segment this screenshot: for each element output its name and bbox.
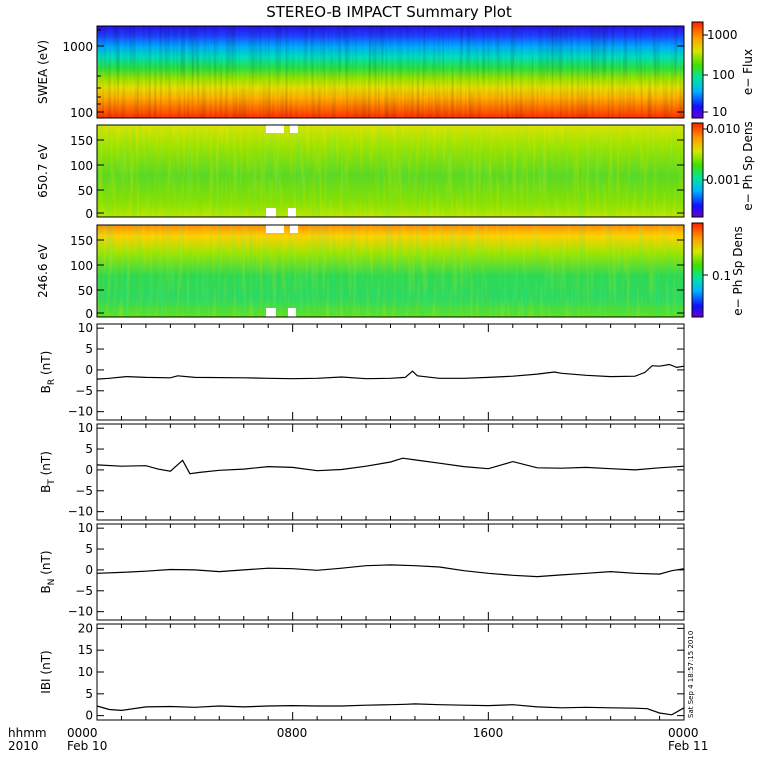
x-axis-corner-label: 2010 xyxy=(8,739,39,753)
data-gap xyxy=(266,225,284,233)
generation-stamp: Sat Sep 4 18:57:15 2010 xyxy=(687,631,695,718)
colorbar-650-tick: 0.010 xyxy=(706,122,740,136)
series-line xyxy=(96,457,685,475)
line-panel-frame xyxy=(96,523,685,621)
y-tick-label: 0 xyxy=(85,363,93,377)
spectrogram-246: 150 100 50 0 246.6 eV 0.1 e− Ph Sp Dens xyxy=(36,222,745,321)
y-tick-label: 10 xyxy=(78,665,93,679)
colorbar-swea-tick: 100 xyxy=(712,68,735,82)
colorbar-650-label: e− Ph Sp Dens xyxy=(741,121,755,210)
line-panel: 20 15 10 5 0 IBI (nT) xyxy=(39,621,685,723)
colorbar-swea-tick: 1000 xyxy=(707,28,738,42)
y-tick-label: 0 xyxy=(85,709,93,723)
spectrogram-650-ytick: 150 xyxy=(70,134,93,148)
data-gap xyxy=(290,125,298,133)
spectrogram-swea-frame xyxy=(96,25,685,119)
spectrogram-246-ytick: 0 xyxy=(85,307,93,321)
spectrogram-246-frame xyxy=(96,224,685,318)
line-panel: 10 5 0 −5 −10 BN (nT) xyxy=(39,521,685,621)
line-panel-frame xyxy=(96,623,685,721)
spectrogram-246-ytick: 150 xyxy=(70,234,93,248)
colorbar-swea xyxy=(691,21,704,119)
y-tick-label: 5 xyxy=(85,542,93,556)
x-tick-label: 0800 xyxy=(277,726,308,740)
spectrogram-650-ytick: 100 xyxy=(70,159,93,173)
spectrogram-swea-ylabel: SWEA (eV) xyxy=(36,40,50,104)
line-panel: 10 5 0 −5 −10 BR (nT) xyxy=(39,321,685,421)
y-tick-label: 0 xyxy=(85,463,93,477)
line-panel-ylabel: BT (nT) xyxy=(39,451,57,493)
data-gap xyxy=(288,308,296,317)
colorbar-swea-label: e− Flux xyxy=(741,49,755,95)
spectrogram-246-yticks xyxy=(97,239,684,314)
line-panel-ylabel: BR (nT) xyxy=(39,351,57,394)
x-tick-label: 0000 xyxy=(668,726,699,740)
spectrogram-swea: 1000 100 SWEA (eV) 1000 100 10 e− Flux xyxy=(36,21,755,120)
y-tick-label: 10 xyxy=(78,421,93,435)
spectrogram-swea-ytick: 100 xyxy=(70,106,93,120)
spectrogram-swea-texture xyxy=(97,26,684,118)
series-line xyxy=(96,703,685,716)
data-gap xyxy=(288,208,296,217)
y-tick-label: −10 xyxy=(68,605,93,619)
y-tick-label: −5 xyxy=(75,484,93,498)
x-tick-date: Feb 10 xyxy=(67,739,107,753)
y-tick-label: 10 xyxy=(78,321,93,335)
x-axis-corner-label: hhmm xyxy=(8,726,47,740)
y-tick-label: −5 xyxy=(75,584,93,598)
data-gap xyxy=(266,308,276,317)
y-tick-label: −10 xyxy=(68,405,93,419)
y-tick-label: 5 xyxy=(85,442,93,456)
line-panel-ylabel: IBI (nT) xyxy=(39,650,53,693)
x-axis: hhmm 2010 0000 Feb 10 0800 1600 0000 Feb… xyxy=(8,726,708,753)
spectrogram-650-texture-green xyxy=(97,125,684,217)
spectrogram-650-yticks xyxy=(97,139,684,214)
series-line xyxy=(96,363,685,380)
colorbar-650-tick: 0.001 xyxy=(706,173,740,187)
colorbar-650 xyxy=(691,122,704,218)
x-tick-label: 1600 xyxy=(473,726,504,740)
colorbar-246-tick: 0.1 xyxy=(712,269,731,283)
x-tick-date: Feb 11 xyxy=(668,739,708,753)
spectrogram-650-ytick: 0 xyxy=(85,207,93,221)
line-panel-ylabel: BN (nT) xyxy=(39,550,57,593)
x-tick-label: 0000 xyxy=(67,726,98,740)
chart-title: STEREO-B IMPACT Summary Plot xyxy=(266,3,512,21)
magnetic-field-panels: 10 5 0 −5 −10 BR (nT) 10 5 0 −5 −10 BT (nT) 10 5 0 −5 −1… xyxy=(39,321,685,723)
colorbar-246-label: e− Ph Sp Dens xyxy=(731,226,745,315)
y-tick-label: 5 xyxy=(85,342,93,356)
spectrogram-650-frame xyxy=(96,124,685,218)
line-panel: 10 5 0 −5 −10 BT (nT) xyxy=(39,421,685,521)
spectrogram-246-ylabel: 246.6 eV xyxy=(36,243,50,298)
line-panel-frame xyxy=(96,323,685,421)
y-tick-label: 15 xyxy=(78,643,93,657)
spectrogram-swea-yticks xyxy=(97,29,684,113)
y-tick-label: −10 xyxy=(68,505,93,519)
y-tick-label: 0 xyxy=(85,563,93,577)
line-panel-frame xyxy=(96,423,685,521)
data-gap xyxy=(266,125,284,133)
spectrogram-246-ytick: 100 xyxy=(70,259,93,273)
spectrogram-650: 150 100 50 0 650.7 eV 0.010 0.001 e− Ph … xyxy=(36,121,755,221)
data-gap xyxy=(290,225,298,233)
colorbar-246 xyxy=(691,222,704,318)
spectrogram-650-ylabel: 650.7 eV xyxy=(36,143,50,198)
colorbar-swea-tick: 10 xyxy=(712,105,727,119)
series-line xyxy=(96,564,685,578)
spectrogram-246-texture-green xyxy=(97,225,684,317)
y-tick-label: 10 xyxy=(78,521,93,535)
spectrogram-650-ytick: 50 xyxy=(78,184,93,198)
data-gap xyxy=(266,208,276,217)
y-tick-label: 20 xyxy=(78,621,93,635)
spectrogram-swea-ytick: 1000 xyxy=(62,40,93,54)
spectrogram-246-ytick: 50 xyxy=(78,284,93,298)
y-tick-label: 5 xyxy=(85,687,93,701)
y-tick-label: −5 xyxy=(75,384,93,398)
